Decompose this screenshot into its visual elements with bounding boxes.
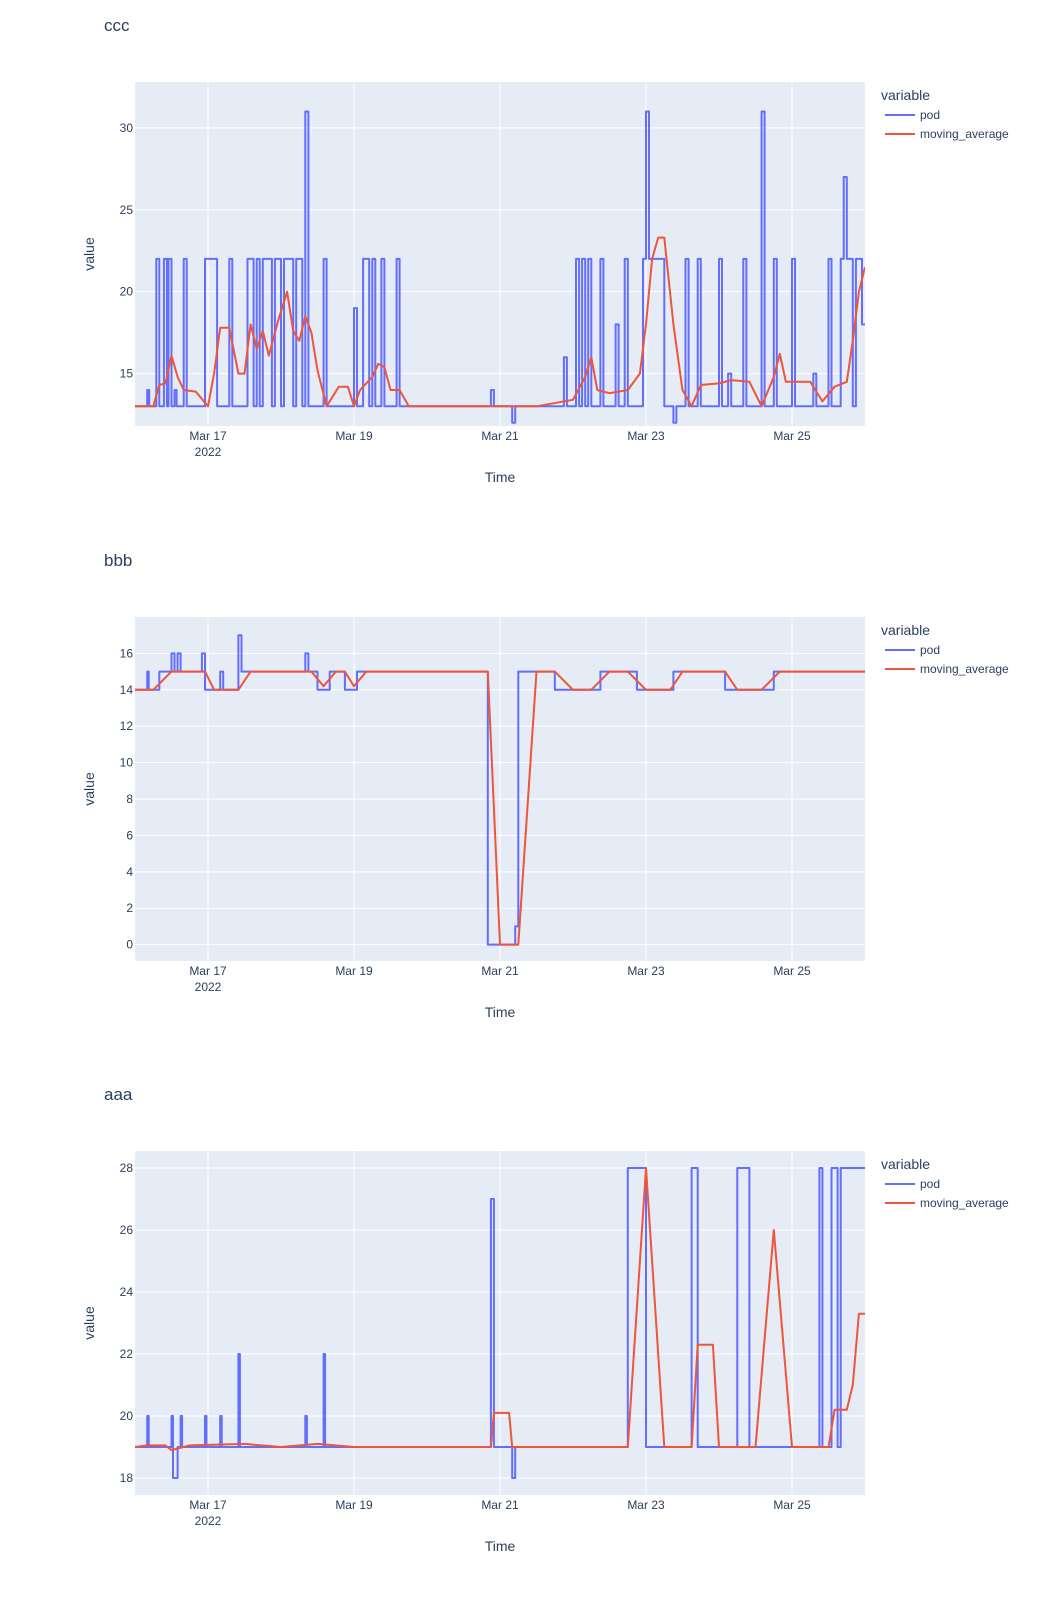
chart-title: bbb xyxy=(104,551,133,570)
x-tick-sublabel: 2022 xyxy=(195,445,222,459)
y-tick-label: 0 xyxy=(126,938,133,952)
x-tick-label: Mar 17 xyxy=(189,1498,227,1512)
y-tick-label: 22 xyxy=(120,1347,134,1361)
legend[interactable]: variable pod moving_average xyxy=(881,1156,1009,1210)
y-tick-label: 12 xyxy=(120,719,134,733)
x-tick-label: Mar 23 xyxy=(627,964,665,978)
x-tick-label: Mar 21 xyxy=(481,1498,519,1512)
x-tick-sublabel: 2022 xyxy=(195,980,222,994)
legend-label: moving_average xyxy=(920,662,1009,676)
series-line-moving-average xyxy=(135,236,865,408)
legend-item-moving-average[interactable]: moving_average xyxy=(885,1196,1009,1210)
y-tick-label: 4 xyxy=(126,865,133,879)
series-line-moving-average xyxy=(135,1167,865,1452)
y-tick-label: 20 xyxy=(120,1409,134,1423)
y-tick-label: 16 xyxy=(120,646,134,660)
x-tick-label: Mar 23 xyxy=(627,429,665,443)
legend-item-pod[interactable]: pod xyxy=(885,1177,940,1191)
x-tick-label: Mar 19 xyxy=(335,964,373,978)
y-tick-label: 10 xyxy=(120,756,134,770)
legend-label: moving_average xyxy=(920,127,1009,141)
y-tick-label: 24 xyxy=(120,1285,134,1299)
x-tick-label: Mar 25 xyxy=(773,1498,811,1512)
legend-title: variable xyxy=(881,1156,930,1172)
y-tick-label: 8 xyxy=(126,792,133,806)
x-tick-label: Mar 21 xyxy=(481,429,519,443)
y-tick-label: 15 xyxy=(120,367,134,381)
y-tick-label: 26 xyxy=(120,1223,134,1237)
chart-aaa: aaa Mar 17 2022 Mar 19 Mar 21 Mar 23 Mar 25 18… xyxy=(0,1069,1050,1603)
chart-svg: Mar 17 2022 Mar 19 Mar 21 Mar 23 Mar 25 0 2 4 6 8 1… xyxy=(81,617,1009,1020)
x-tick-label: Mar 17 xyxy=(189,964,227,978)
legend-item-pod[interactable]: pod xyxy=(885,643,940,657)
y-axis-title: value xyxy=(81,237,97,271)
legend-label: pod xyxy=(920,1177,940,1191)
chart-title: aaa xyxy=(104,1085,133,1104)
x-tick-sublabel: 2022 xyxy=(195,1514,222,1528)
chart-svg: Mar 17 2022 Mar 19 Mar 21 Mar 23 Mar 25 15 20 25… xyxy=(81,82,1009,485)
y-axis-title: value xyxy=(81,1306,97,1340)
x-tick-label: Mar 25 xyxy=(773,429,811,443)
legend-item-moving-average[interactable]: moving_average xyxy=(885,127,1009,141)
chart-ccc: ccc Mar 17 2022 Mar 19 Mar 21 Mar 23 Mar 25 15… xyxy=(0,0,1050,534)
x-tick-label: Mar 23 xyxy=(627,1498,665,1512)
x-tick-label: Mar 19 xyxy=(335,429,373,443)
legend-title: variable xyxy=(881,622,930,638)
y-axis-title: value xyxy=(81,772,97,806)
legend-title: variable xyxy=(881,87,930,103)
y-tick-label: 20 xyxy=(120,285,134,299)
x-axis-title: Time xyxy=(485,1004,516,1020)
chart-title: ccc xyxy=(104,16,130,35)
legend[interactable]: variable pod moving_average xyxy=(881,622,1009,676)
legend-item-moving-average[interactable]: moving_average xyxy=(885,662,1009,676)
y-tick-label: 14 xyxy=(120,683,134,697)
y-tick-label: 6 xyxy=(126,828,133,842)
y-tick-label: 2 xyxy=(126,901,133,915)
y-tick-label: 25 xyxy=(120,203,134,217)
y-tick-label: 28 xyxy=(120,1161,134,1175)
y-tick-label: 30 xyxy=(120,121,134,135)
y-tick-label: 18 xyxy=(120,1471,134,1485)
x-tick-label: Mar 25 xyxy=(773,964,811,978)
x-axis-title: Time xyxy=(485,1538,516,1554)
x-axis-title: Time xyxy=(485,469,516,485)
x-tick-label: Mar 19 xyxy=(335,1498,373,1512)
series-line-moving-average xyxy=(135,670,865,946)
legend-label: pod xyxy=(920,643,940,657)
legend-item-pod[interactable]: pod xyxy=(885,108,940,122)
legend[interactable]: variable pod moving_average xyxy=(881,87,1009,141)
legend-label: pod xyxy=(920,108,940,122)
x-tick-label: Mar 17 xyxy=(189,429,227,443)
chart-bbb: bbb Mar 17 2022 Mar 19 Mar 21 Mar 23 Mar 25 0 2… xyxy=(0,535,1050,1069)
x-tick-label: Mar 21 xyxy=(481,964,519,978)
legend-label: moving_average xyxy=(920,1196,1009,1210)
